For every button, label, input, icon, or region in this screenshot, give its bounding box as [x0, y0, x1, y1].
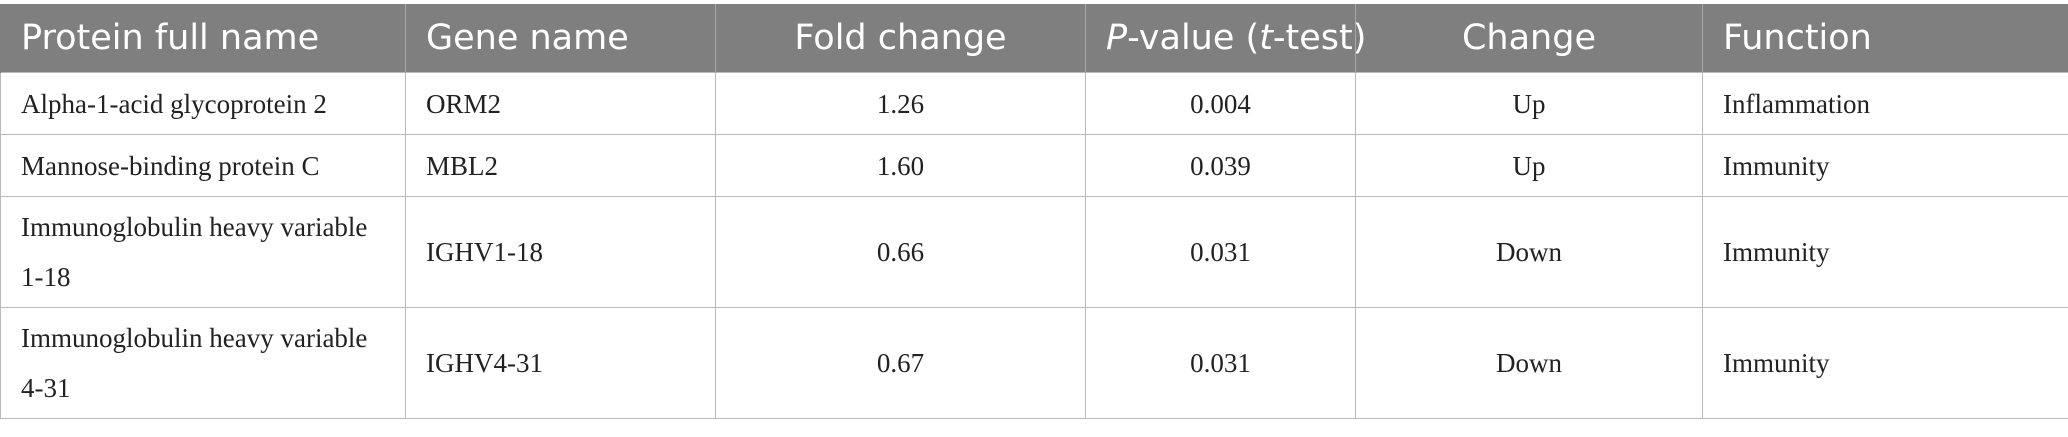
cell-p-value: 0.004: [1085, 72, 1356, 135]
cell-function: Immunity: [1702, 196, 2068, 308]
table-row: Mannose-binding protein C MBL2 1.60 0.03…: [0, 134, 2068, 197]
cell-change: Up: [1355, 134, 1703, 197]
protein-table: Protein full name Gene name Fold change …: [0, 4, 2068, 419]
cell-p-value: 0.031: [1085, 307, 1356, 419]
cell-p-value: 0.031: [1085, 196, 1356, 308]
cell-change: Down: [1355, 307, 1703, 419]
cell-gene: MBL2: [405, 134, 716, 197]
cell-gene: IGHV1-18: [405, 196, 716, 308]
cell-fold-change: 0.67: [715, 307, 1086, 419]
cell-fold-change: 1.26: [715, 72, 1086, 135]
header-p-value: P-value (t-test): [1085, 4, 1366, 73]
cell-p-value: 0.039: [1085, 134, 1356, 197]
header-protein-full-name: Protein full name: [0, 4, 406, 73]
cell-function: Inflammation: [1702, 72, 2068, 135]
header-row: Protein full name Gene name Fold change …: [0, 4, 2068, 73]
cell-protein: Immunoglobulin heavy variable 1-18: [0, 196, 406, 308]
header-p-value-end: -test): [1272, 18, 1367, 58]
cell-gene: ORM2: [405, 72, 716, 135]
cell-protein: Mannose-binding protein C: [0, 134, 406, 197]
header-change: Change: [1355, 4, 1703, 73]
header-p-value-mid: -value (: [1127, 18, 1260, 58]
header-fold-change: Fold change: [715, 4, 1086, 73]
table-row: Alpha-1-acid glycoprotein 2 ORM2 1.26 0.…: [0, 72, 2068, 135]
cell-function: Immunity: [1702, 134, 2068, 197]
table-row: Immunoglobulin heavy variable 4-31 IGHV4…: [0, 307, 2068, 419]
cell-gene: IGHV4-31: [405, 307, 716, 419]
cell-protein: Immunoglobulin heavy variable 4-31: [0, 307, 406, 419]
table-row: Immunoglobulin heavy variable 1-18 IGHV1…: [0, 196, 2068, 308]
header-p-value-p: P: [1106, 18, 1128, 58]
cell-change: Down: [1355, 196, 1703, 308]
cell-change: Up: [1355, 72, 1703, 135]
header-p-value-t: t: [1259, 18, 1273, 58]
header-gene-name: Gene name: [405, 4, 716, 73]
header-function: Function: [1702, 4, 2068, 73]
cell-fold-change: 0.66: [715, 196, 1086, 308]
cell-function: Immunity: [1702, 307, 2068, 419]
cell-fold-change: 1.60: [715, 134, 1086, 197]
cell-protein: Alpha-1-acid glycoprotein 2: [0, 72, 406, 135]
